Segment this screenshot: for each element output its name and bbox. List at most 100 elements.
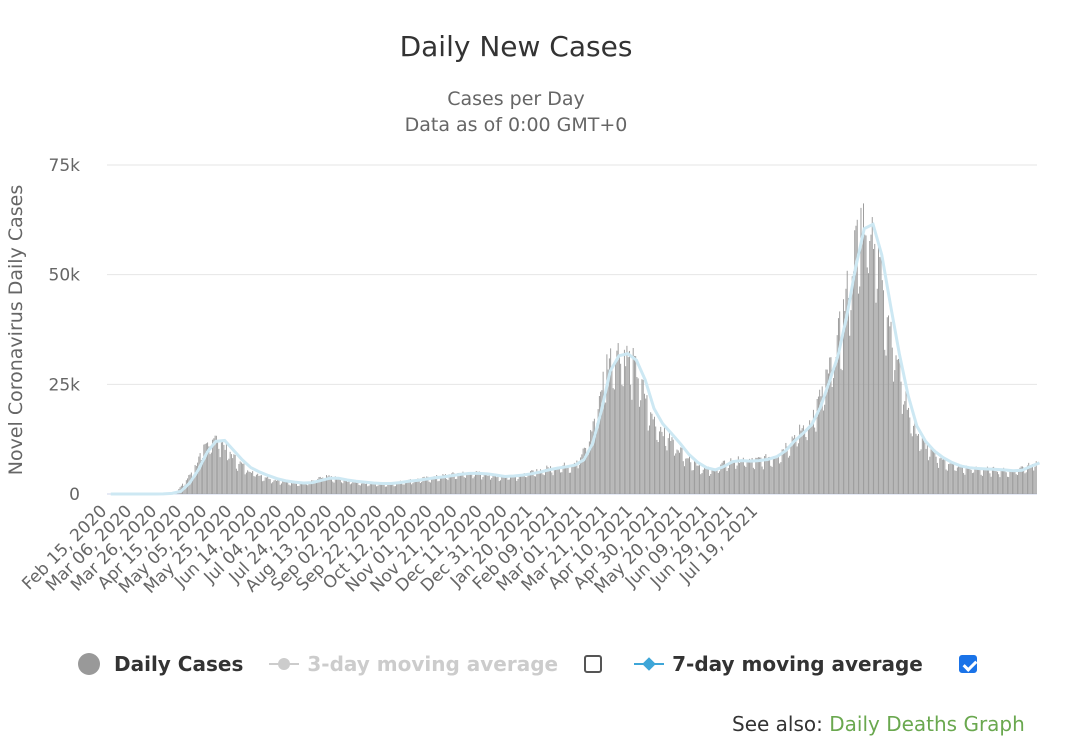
daily-cases-bar[interactable] xyxy=(971,470,972,494)
daily-cases-bar[interactable] xyxy=(1027,466,1028,494)
daily-cases-bar[interactable] xyxy=(989,473,990,494)
daily-cases-bar[interactable] xyxy=(994,471,995,494)
daily-cases-bar[interactable] xyxy=(670,441,671,494)
daily-cases-bar[interactable] xyxy=(927,444,928,494)
daily-cases-bar[interactable] xyxy=(446,479,447,494)
daily-cases-bar[interactable] xyxy=(800,431,801,494)
daily-cases-bar[interactable] xyxy=(1016,474,1017,494)
daily-cases-bar[interactable] xyxy=(402,484,403,494)
daily-cases-bar[interactable] xyxy=(951,462,952,494)
daily-cases-bar[interactable] xyxy=(824,405,825,494)
daily-cases-bar[interactable] xyxy=(982,476,983,494)
daily-cases-bar[interactable] xyxy=(223,445,224,494)
daily-cases-bar[interactable] xyxy=(634,356,635,494)
daily-cases-bar[interactable] xyxy=(283,481,284,494)
daily-cases-bar[interactable] xyxy=(1006,472,1007,494)
daily-cases-bar[interactable] xyxy=(962,467,963,494)
daily-cases-bar[interactable] xyxy=(1013,471,1014,494)
daily-cases-bar[interactable] xyxy=(621,385,622,494)
daily-cases-bar[interactable] xyxy=(907,410,908,494)
daily-cases-bar[interactable] xyxy=(337,478,338,494)
daily-cases-bar[interactable] xyxy=(703,470,704,494)
daily-cases-bar[interactable] xyxy=(949,464,950,494)
daily-cases-bar[interactable] xyxy=(742,461,743,494)
daily-cases-bar[interactable] xyxy=(529,475,530,494)
daily-cases-bar[interactable] xyxy=(874,244,875,494)
daily-cases-bar[interactable] xyxy=(525,477,526,494)
daily-cases-bar[interactable] xyxy=(256,475,257,494)
daily-cases-bar[interactable] xyxy=(380,484,381,494)
daily-cases-bar[interactable] xyxy=(734,462,735,494)
daily-cases-bar[interactable] xyxy=(767,460,768,494)
daily-cases-bar[interactable] xyxy=(889,326,890,494)
daily-cases-bar[interactable] xyxy=(478,473,479,494)
daily-cases-bar[interactable] xyxy=(257,474,258,494)
daily-cases-bar[interactable] xyxy=(626,346,627,494)
daily-cases-bar[interactable] xyxy=(195,465,196,494)
daily-cases-bar[interactable] xyxy=(203,445,204,494)
daily-cases-bar[interactable] xyxy=(1029,465,1030,494)
daily-cases-bar[interactable] xyxy=(242,464,243,494)
daily-cases-bar[interactable] xyxy=(835,357,836,494)
daily-cases-bar[interactable] xyxy=(367,486,368,494)
daily-cases-bar[interactable] xyxy=(959,466,960,494)
daily-cases-bar[interactable] xyxy=(644,394,645,494)
daily-cases-bar[interactable] xyxy=(340,478,341,494)
daily-cases-bar[interactable] xyxy=(1004,469,1005,494)
daily-cases-bar[interactable] xyxy=(295,484,296,494)
daily-cases-bar[interactable] xyxy=(844,311,845,494)
daily-cases-bar[interactable] xyxy=(599,396,600,494)
daily-cases-bar[interactable] xyxy=(894,370,895,494)
daily-cases-bar[interactable] xyxy=(228,459,229,494)
daily-cases-bar[interactable] xyxy=(341,482,342,494)
daily-cases-bar[interactable] xyxy=(878,247,879,494)
daily-cases-bar[interactable] xyxy=(270,479,271,494)
daily-cases-bar[interactable] xyxy=(768,457,769,494)
daily-cases-bar[interactable] xyxy=(346,480,347,494)
daily-cases-bar[interactable] xyxy=(643,380,644,494)
daily-cases-bar[interactable] xyxy=(718,473,719,494)
daily-cases-bar[interactable] xyxy=(516,481,517,494)
daily-cases-bar[interactable] xyxy=(1023,468,1024,494)
daily-cases-bar[interactable] xyxy=(810,424,811,494)
daily-cases-bar[interactable] xyxy=(208,446,209,494)
daily-cases-bar[interactable] xyxy=(764,456,765,494)
daily-cases-bar[interactable] xyxy=(938,468,939,494)
daily-cases-bar[interactable] xyxy=(252,471,253,494)
daily-cases-bar[interactable] xyxy=(859,286,860,494)
daily-cases-bar[interactable] xyxy=(437,481,438,494)
daily-cases-bar[interactable] xyxy=(615,363,616,494)
daily-cases-bar[interactable] xyxy=(753,468,754,494)
daily-cases-bar[interactable] xyxy=(969,467,970,494)
daily-cases-bar[interactable] xyxy=(672,437,673,494)
daily-cases-bar[interactable] xyxy=(230,452,231,494)
daily-cases-bar[interactable] xyxy=(603,372,604,494)
daily-cases-bar[interactable] xyxy=(332,482,333,494)
daily-cases-bar[interactable] xyxy=(852,276,853,494)
daily-cases-bar[interactable] xyxy=(663,436,664,494)
daily-cases-bar[interactable] xyxy=(246,473,247,494)
daily-cases-bar[interactable] xyxy=(490,480,491,494)
daily-cases-bar[interactable] xyxy=(864,235,865,494)
daily-cases-bar[interactable] xyxy=(660,427,661,494)
daily-cases-bar[interactable] xyxy=(420,483,421,494)
daily-cases-bar[interactable] xyxy=(892,348,893,494)
daily-cases-bar[interactable] xyxy=(361,484,362,494)
daily-cases-bar[interactable] xyxy=(717,468,718,494)
daily-cases-bar[interactable] xyxy=(618,343,619,494)
daily-cases-bar[interactable] xyxy=(484,474,485,494)
daily-cases-bar[interactable] xyxy=(763,469,764,494)
daily-cases-bar[interactable] xyxy=(613,388,614,494)
daily-cases-bar[interactable] xyxy=(1011,470,1012,494)
daily-cases-bar[interactable] xyxy=(510,476,511,494)
daily-cases-bar[interactable] xyxy=(623,386,624,494)
daily-cases-bar[interactable] xyxy=(197,463,198,494)
daily-cases-bar[interactable] xyxy=(882,280,883,494)
daily-cases-bar[interactable] xyxy=(695,462,696,494)
daily-cases-bar[interactable] xyxy=(923,439,924,494)
daily-cases-bar[interactable] xyxy=(469,473,470,494)
daily-cases-bar[interactable] xyxy=(225,450,226,494)
daily-cases-bar[interactable] xyxy=(292,484,293,494)
daily-cases-bar[interactable] xyxy=(248,472,249,494)
daily-cases-bar[interactable] xyxy=(535,476,536,494)
